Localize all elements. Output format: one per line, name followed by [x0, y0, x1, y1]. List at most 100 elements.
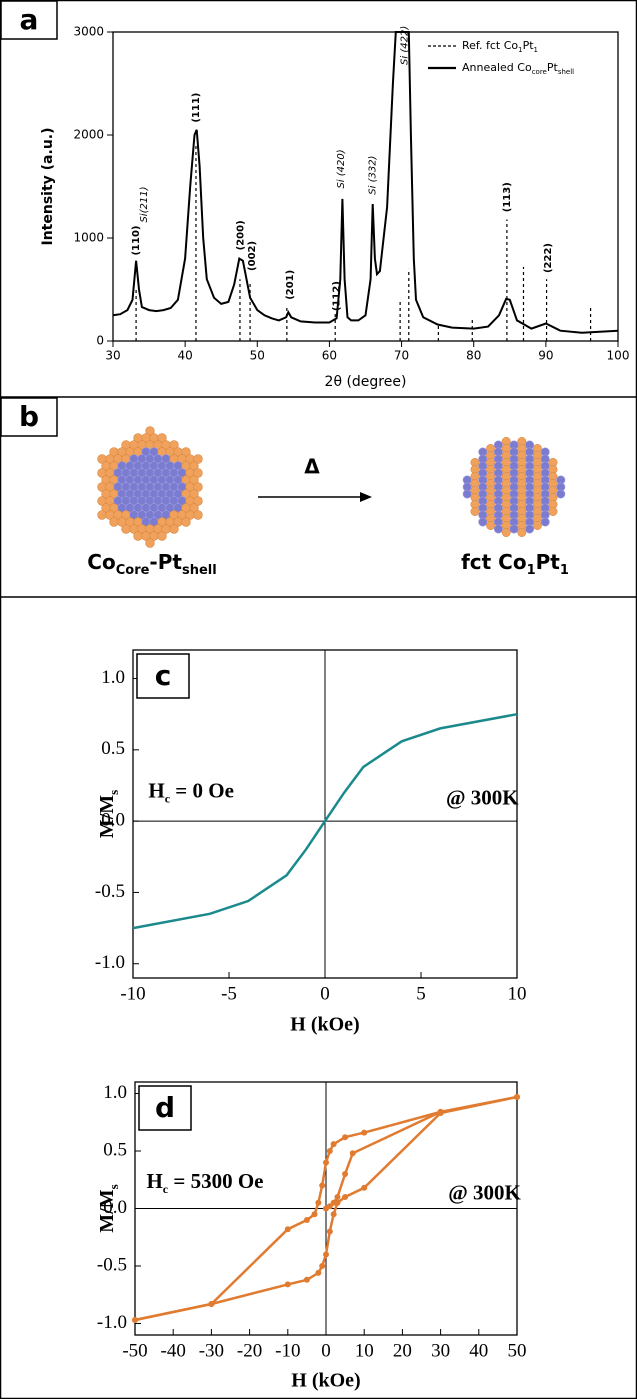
platinum-atom [122, 525, 131, 534]
x-tick-label: 70 [394, 349, 409, 363]
peak-label: (002) [247, 241, 258, 271]
text-part: Pt [547, 61, 559, 74]
cobalt-atom [525, 525, 533, 533]
x-tick-label: 10 [508, 983, 527, 1004]
text-part: -Pt [149, 550, 182, 574]
peak-label: (113) [502, 182, 513, 212]
x-tick-label: -10 [275, 1340, 300, 1361]
annotation: Hc = 0 Oe [148, 778, 234, 805]
platinum-atom [110, 518, 119, 527]
data-point [285, 1226, 291, 1232]
platinum-atom [549, 507, 557, 515]
x-tick-label: 30 [431, 1340, 450, 1361]
y-tick-label: 0 [96, 334, 104, 348]
subscript: core [532, 68, 547, 76]
y-tick-label: 1.0 [103, 1082, 127, 1103]
platinum-atom [471, 507, 479, 515]
x-axis-label: 2θ (degree) [325, 374, 407, 390]
data-point [350, 1150, 356, 1156]
platinum-atom [98, 511, 107, 520]
annotation: @ 300K [448, 1181, 521, 1205]
cobalt-atom [479, 518, 487, 526]
subscript: 1 [534, 46, 538, 54]
data-point [361, 1130, 367, 1136]
y-tick-label: 1.0 [101, 667, 125, 688]
y-tick-label: 3000 [73, 25, 104, 39]
subscript: s [106, 790, 121, 795]
y-tick-label: -0.5 [95, 881, 125, 902]
y-tick-label: 2000 [73, 128, 104, 142]
subscript: shell [558, 68, 574, 76]
data-point [361, 1185, 367, 1191]
figure: 304050607080901000100020003000(110)Si(21… [0, 0, 637, 1399]
data-point [331, 1200, 337, 1206]
x-tick-label: -50 [122, 1340, 147, 1361]
x-axis-label: H (kOe) [290, 1014, 359, 1036]
text-part: H [148, 778, 164, 802]
peak-label: (201) [285, 270, 296, 300]
data-point [319, 1183, 325, 1189]
data-point [514, 1094, 520, 1100]
peak-label: Si (422) [399, 26, 410, 65]
data-point [208, 1301, 214, 1307]
x-tick-label: -30 [199, 1340, 224, 1361]
platinum-atom [518, 528, 526, 536]
x-tick-label: 90 [538, 349, 553, 363]
platinum-atom [146, 539, 155, 548]
peak-label: (111) [191, 93, 202, 123]
x-tick-label: -10 [120, 983, 145, 1004]
cobalt-atom [494, 525, 502, 533]
y-axis-label: Intensity (a.u.) [40, 127, 56, 245]
x-tick-label: 50 [508, 1340, 527, 1361]
x-tick-label: 5 [416, 983, 426, 1004]
panel-label: b [19, 400, 39, 433]
platinum-atom [134, 532, 143, 541]
data-point [315, 1200, 321, 1206]
peak-label: (112) [332, 281, 343, 311]
cobalt-atom [541, 518, 549, 526]
peak-label: (200) [236, 220, 247, 250]
cobalt-atom [463, 490, 471, 498]
data-point [319, 1263, 325, 1269]
y-tick-label: -0.5 [97, 1254, 127, 1275]
text-part: = 0 Oe [170, 778, 234, 802]
data-point [342, 1134, 348, 1140]
platinum-atom [533, 521, 541, 529]
text-part: Pt [523, 39, 535, 52]
platinum-atom [194, 511, 203, 520]
data-point [327, 1229, 333, 1235]
figure-border [1, 1, 637, 1399]
text-part: = 5300 Oe [168, 1169, 263, 1193]
peak-label: Si (420) [336, 149, 347, 188]
x-tick-label: -5 [221, 983, 237, 1004]
x-tick-label: 40 [178, 349, 193, 363]
text-part: M/M [96, 1189, 118, 1232]
data-point [342, 1194, 348, 1200]
subscript: s [106, 1184, 121, 1189]
data-point [323, 1160, 329, 1166]
x-tick-label: 60 [322, 349, 337, 363]
subscript: 1 [560, 563, 569, 578]
cobalt-atom [510, 525, 518, 533]
subscript: shell [182, 563, 217, 578]
data-point [132, 1317, 138, 1323]
y-tick-label: -1.0 [95, 952, 125, 973]
platinum-atom [170, 525, 179, 534]
data-point [304, 1277, 310, 1283]
x-tick-label: 10 [355, 1340, 374, 1361]
platinum-atom [502, 528, 510, 536]
data-point [323, 1252, 329, 1258]
platinum-atom [158, 532, 167, 541]
legend-label: Annealed CocorePtshell [462, 61, 574, 76]
x-tick-label: 20 [393, 1340, 412, 1361]
text-part: Ref. fct Co [462, 39, 518, 52]
x-tick-label: 0 [321, 1340, 331, 1361]
data-point [342, 1171, 348, 1177]
y-tick-label: 0.5 [103, 1139, 127, 1160]
y-tick-label: -1.0 [97, 1312, 127, 1333]
x-tick-label: -20 [237, 1340, 262, 1361]
x-tick-label: 0 [320, 983, 330, 1004]
platinum-atom [486, 521, 494, 529]
data-point [315, 1270, 321, 1276]
x-tick-label: 30 [105, 349, 120, 363]
